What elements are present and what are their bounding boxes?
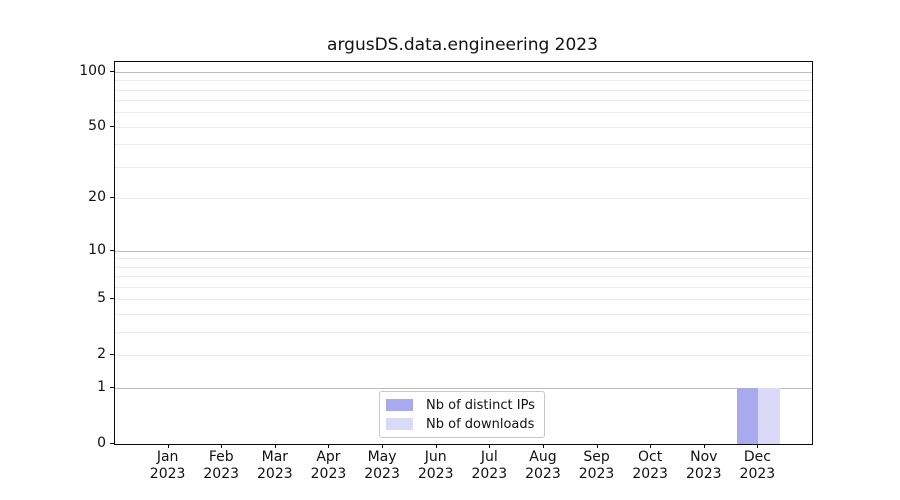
y-tick-mark bbox=[110, 354, 114, 356]
y-tick-label: 50 bbox=[88, 117, 106, 134]
major-gridline bbox=[115, 250, 812, 252]
x-tick-mark bbox=[382, 444, 384, 448]
y-tick-label: 2 bbox=[97, 346, 106, 363]
x-tick-mark bbox=[221, 444, 223, 448]
x-tick-mark bbox=[489, 444, 491, 448]
y-tick-mark bbox=[110, 298, 114, 300]
legend-swatch-downloads bbox=[386, 418, 413, 430]
minor-gridline bbox=[115, 314, 812, 316]
y-tick-mark bbox=[110, 387, 114, 389]
x-tick-label: May 2023 bbox=[364, 449, 400, 482]
minor-gridline bbox=[115, 299, 812, 301]
x-tick-mark bbox=[274, 444, 276, 448]
x-tick-mark bbox=[435, 444, 437, 448]
y-tick-label: 20 bbox=[88, 189, 106, 206]
minor-gridline bbox=[115, 287, 812, 289]
x-tick-label: Jan 2023 bbox=[149, 449, 186, 482]
x-tick-mark bbox=[757, 444, 759, 448]
y-tick-mark bbox=[110, 249, 114, 251]
legend-entry-distinct-ips: Nb of distinct IPs bbox=[386, 397, 535, 413]
x-tick-label: Dec 2023 bbox=[739, 449, 776, 482]
y-tick-label: 5 bbox=[97, 290, 106, 307]
x-tick-mark bbox=[328, 444, 330, 448]
y-tick-mark bbox=[110, 125, 114, 127]
plot-area bbox=[114, 61, 813, 445]
minor-gridline bbox=[115, 258, 812, 260]
legend-entry-downloads: Nb of downloads bbox=[386, 416, 535, 432]
x-tick-label: Nov 2023 bbox=[685, 449, 722, 482]
x-tick-label: Jul 2023 bbox=[471, 449, 508, 482]
bar-nb-of-downloads bbox=[758, 388, 780, 444]
x-tick-label: Jun 2023 bbox=[417, 449, 454, 482]
x-tick-label: Aug 2023 bbox=[525, 449, 561, 482]
x-tick-label: Oct 2023 bbox=[632, 449, 668, 482]
minor-gridline bbox=[115, 198, 812, 200]
legend-label-distinct-ips: Nb of distinct IPs bbox=[426, 397, 535, 413]
minor-gridline bbox=[115, 89, 812, 91]
x-tick-mark bbox=[650, 444, 652, 448]
x-tick-mark bbox=[167, 444, 169, 448]
minor-gridline bbox=[115, 80, 812, 82]
y-tick-mark bbox=[110, 197, 114, 199]
x-tick-mark bbox=[542, 444, 544, 448]
y-tick-mark bbox=[110, 443, 114, 444]
legend: Nb of distinct IPs Nb of downloads bbox=[379, 391, 545, 438]
minor-gridline bbox=[115, 355, 812, 357]
x-tick-label: Feb 2023 bbox=[203, 449, 240, 482]
y-tick-label: 100 bbox=[79, 62, 106, 79]
x-tick-label: Sep 2023 bbox=[578, 449, 615, 482]
minor-gridline bbox=[115, 276, 812, 278]
y-tick-label: 10 bbox=[88, 241, 106, 258]
x-tick-label: Apr 2023 bbox=[310, 449, 347, 482]
major-gridline bbox=[115, 388, 812, 390]
minor-gridline bbox=[115, 100, 812, 102]
chart-title: argusDS.data.engineering 2023 bbox=[327, 35, 598, 55]
y-tick-label: 0 bbox=[97, 435, 106, 451]
legend-swatch-distinct-ips bbox=[386, 399, 413, 411]
x-tick-mark bbox=[596, 444, 598, 448]
minor-gridline bbox=[115, 144, 812, 146]
minor-gridline bbox=[115, 167, 812, 169]
bar-nb-of-distinct-ips bbox=[736, 388, 759, 444]
y-tick-label: 1 bbox=[97, 379, 106, 396]
minor-gridline bbox=[115, 126, 812, 128]
y-tick-mark bbox=[110, 70, 114, 72]
legend-label-downloads: Nb of downloads bbox=[426, 416, 535, 432]
minor-gridline bbox=[115, 332, 812, 334]
x-tick-mark bbox=[703, 444, 705, 448]
minor-gridline bbox=[115, 112, 812, 114]
major-gridline bbox=[115, 71, 812, 73]
x-tick-label: Mar 2023 bbox=[257, 449, 293, 482]
minor-gridline bbox=[115, 266, 812, 268]
